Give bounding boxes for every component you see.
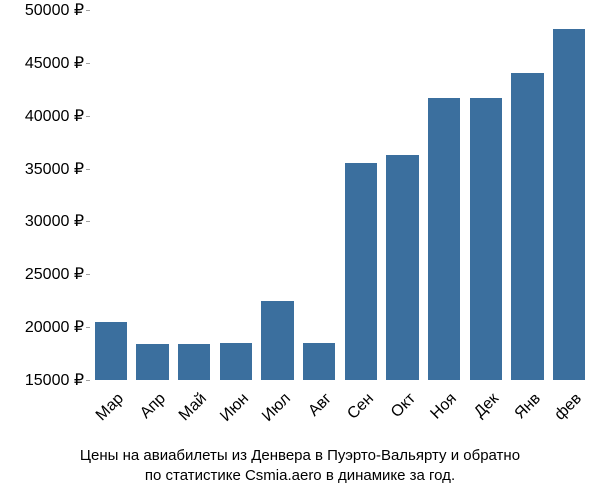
bar bbox=[470, 98, 503, 380]
x-tick-label: Мар bbox=[93, 390, 128, 425]
y-tick-mark bbox=[86, 380, 90, 381]
x-tick-label: Окт bbox=[387, 390, 419, 422]
y-tick-mark bbox=[86, 221, 90, 222]
price-chart: 15000 ₽ 20000 ₽ 25000 ₽ 30000 ₽ 35000 ₽ 40000… bbox=[0, 0, 600, 500]
bar bbox=[220, 343, 253, 380]
y-tick-label: 50000 ₽ bbox=[4, 0, 84, 20]
x-tick-label: Июн bbox=[217, 390, 253, 426]
y-tick-label: 25000 ₽ bbox=[4, 264, 84, 284]
y-tick-mark bbox=[86, 10, 90, 11]
x-tick-label: фев bbox=[552, 390, 586, 424]
bar bbox=[428, 98, 461, 380]
x-tick-label: Янв bbox=[511, 390, 544, 423]
x-tick-label: Сен bbox=[344, 390, 377, 423]
bar bbox=[345, 163, 378, 380]
x-tick-label: Апр bbox=[137, 390, 170, 423]
x-tick-label: Май bbox=[176, 390, 211, 425]
bars-container bbox=[90, 10, 590, 380]
bar bbox=[261, 301, 294, 380]
x-tick-label: Авг bbox=[305, 390, 335, 420]
bar bbox=[95, 322, 128, 380]
y-tick-label: 40000 ₽ bbox=[4, 106, 84, 126]
y-tick-mark bbox=[86, 327, 90, 328]
bar bbox=[553, 29, 586, 380]
y-tick-mark bbox=[86, 116, 90, 117]
y-tick-label: 20000 ₽ bbox=[4, 317, 84, 337]
y-tick-label: 15000 ₽ bbox=[4, 370, 84, 390]
bar bbox=[136, 344, 169, 380]
y-tick-mark bbox=[86, 63, 90, 64]
x-tick-label: Дек bbox=[471, 390, 503, 422]
caption-line-2: по статистике Csmia.aero в динамике за г… bbox=[0, 466, 600, 486]
x-tick-label: Ноя bbox=[428, 390, 461, 423]
y-tick-label: 45000 ₽ bbox=[4, 53, 84, 73]
plot-area bbox=[90, 10, 590, 380]
caption-line-1: Цены на авиабилеты из Денвера в Пуэрто-В… bbox=[0, 446, 600, 466]
y-tick-mark bbox=[86, 274, 90, 275]
chart-caption: Цены на авиабилеты из Денвера в Пуэрто-В… bbox=[0, 446, 600, 487]
bar bbox=[511, 73, 544, 380]
y-tick-mark bbox=[86, 169, 90, 170]
y-tick-label: 35000 ₽ bbox=[4, 159, 84, 179]
bar bbox=[178, 344, 211, 380]
bar bbox=[386, 155, 419, 380]
bar bbox=[303, 343, 336, 380]
y-tick-label: 30000 ₽ bbox=[4, 211, 84, 231]
x-tick-label: Июл bbox=[259, 390, 295, 426]
